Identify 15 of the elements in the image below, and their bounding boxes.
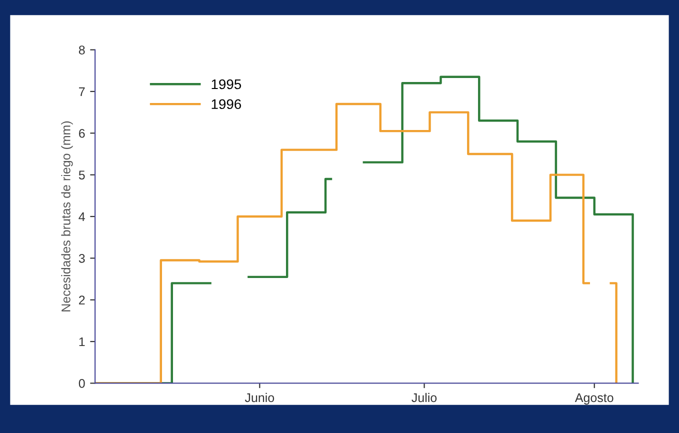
y-axis-title: Necesidades brutas de riego (mm) xyxy=(61,121,73,312)
y-tick-label: 5 xyxy=(78,170,85,180)
legend-label: 1995 xyxy=(212,79,242,90)
x-tick-label: Julio xyxy=(412,392,437,402)
y-tick-label: 4 xyxy=(78,212,85,222)
y-tick-label: 1 xyxy=(79,337,85,346)
legend-label: 1996 xyxy=(212,99,242,110)
x-tick-label: Agosto xyxy=(574,393,614,405)
y-tick-label: 7 xyxy=(79,87,85,96)
x-tick-label: Junio xyxy=(244,392,274,402)
y-tick-label: 3 xyxy=(78,254,85,263)
y-tick-label: 8 xyxy=(78,46,85,54)
y-tick-label: 0 xyxy=(78,379,85,388)
y-tick-label: 2 xyxy=(79,296,85,304)
y-tick-label: 6 xyxy=(79,128,85,138)
